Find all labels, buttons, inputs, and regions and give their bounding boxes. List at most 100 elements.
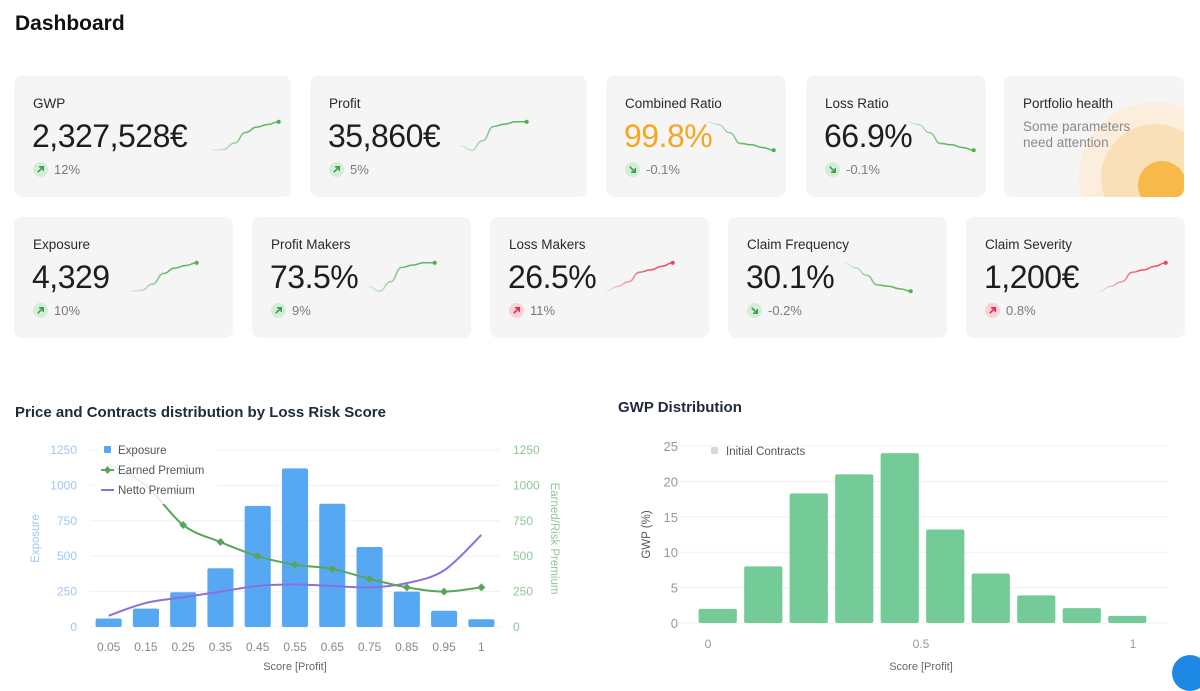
right-tick-label: 1250: [513, 443, 540, 457]
left-tick-label: 250: [57, 585, 77, 599]
kpi-change: 0.8%: [1006, 303, 1036, 318]
kpi-value: 2,327,528€: [32, 118, 188, 154]
chat-button[interactable]: [1172, 655, 1200, 691]
kpi-label: Exposure: [33, 237, 91, 252]
y-axis-title: GWP (%): [641, 510, 653, 559]
gwp-chart-title: GWP Distribution: [618, 399, 742, 416]
gwp-distribution-chart: 0 5 10 15 20 25 0 0.5 1 Initial Contracts GWP (%) S…: [641, 439, 1168, 673]
kpi-value: 35,860€: [328, 118, 441, 154]
x-tick-label: 0.05: [97, 640, 121, 654]
health-description: Some parameters need attention: [1023, 119, 1131, 150]
left-tick-label: 1250: [50, 443, 77, 457]
y-tick-label: 20: [664, 474, 678, 489]
kpi-value: 99.8%: [624, 118, 713, 154]
x-axis-title: Score [Profit]: [889, 661, 953, 673]
earned-premium-marker: [253, 552, 262, 561]
kpi-card-combined-ratio[interactable]: Combined Ratio 99.8% -0.1%: [606, 76, 786, 197]
kpi-change: -0.2%: [768, 303, 802, 318]
gwp-bar: [744, 566, 783, 623]
earned-premium-marker: [179, 521, 188, 530]
kpi-trend: 5%: [329, 162, 369, 177]
x-tick-label: 0.95: [432, 640, 456, 654]
exposure-bar: [244, 505, 271, 627]
earned-premium-marker: [291, 560, 299, 569]
earned-premium-marker: [440, 587, 449, 596]
legend-swatch: [711, 447, 718, 454]
arrow-up-right-icon: [329, 162, 344, 177]
y-tick-label: 0: [671, 616, 678, 631]
sparkline: [212, 119, 281, 151]
earned-premium-marker: [365, 574, 374, 583]
exposure-bar: [431, 610, 458, 627]
gwp-bar: [1017, 595, 1056, 623]
kpi-trend: 9%: [271, 303, 311, 318]
left-tick-label: 750: [57, 514, 77, 528]
kpi-change: -0.1%: [846, 162, 880, 177]
x-tick-label: 0: [705, 637, 712, 651]
gwp-bar: [1062, 608, 1101, 623]
x-tick-label: 0.5: [913, 637, 930, 651]
portfolio-health-card[interactable]: Portfolio health Some parameters need att…: [1004, 76, 1184, 197]
sparkline: [907, 121, 976, 153]
sparkline: [368, 260, 437, 292]
gwp-bar: [926, 529, 965, 623]
x-tick-label: 0.15: [134, 640, 158, 654]
sparkline: [130, 260, 199, 292]
price-chart-title: Price and Contracts distribution by Loss…: [15, 404, 386, 421]
x-tick-label: 1: [1130, 637, 1137, 651]
kpi-card-profit-makers[interactable]: Profit Makers 73.5% 9%: [252, 217, 471, 338]
kpi-value: 26.5%: [508, 259, 597, 295]
x-tick-label: 0.45: [246, 640, 270, 654]
kpi-trend: 0.8%: [985, 303, 1036, 318]
kpi-card-loss-makers[interactable]: Loss Makers 26.5% 11%: [490, 217, 709, 338]
right-tick-label: 1000: [513, 478, 540, 492]
netto-premium-line: [108, 534, 483, 617]
kpi-label: Profit Makers: [271, 237, 351, 252]
arrow-up-right-icon: [985, 303, 1000, 318]
kpi-card-gwp[interactable]: GWP 2,327,528€ 12%: [14, 76, 291, 197]
legend-label: Initial Contracts: [726, 446, 806, 458]
left-axis-title: Exposure: [30, 514, 42, 563]
x-tick-label: 1: [478, 640, 485, 654]
arrow-up-right-icon: [271, 303, 286, 318]
gwp-bar: [880, 453, 919, 623]
health-status-indicator: [1138, 161, 1184, 197]
kpi-value: 4,329: [32, 259, 110, 295]
y-tick-label: 15: [664, 510, 678, 525]
kpi-label: Profit: [329, 96, 361, 111]
kpi-label: Claim Frequency: [747, 237, 850, 252]
x-tick-label: 0.75: [358, 640, 382, 654]
exposure-bar: [207, 568, 234, 627]
x-tick-label: 0.35: [209, 640, 233, 654]
left-tick-label: 0: [70, 620, 77, 634]
sparkline: [844, 262, 913, 294]
kpi-trend: -0.1%: [825, 162, 880, 177]
right-tick-label: 500: [513, 549, 533, 563]
price-contracts-chart: 0 0 250 250 500 500 750 750 1000 1000 1250 1250 0.05…: [30, 440, 560, 673]
legend-earned-label: Earned Premium: [118, 465, 204, 477]
arrow-down-right-icon: [625, 162, 640, 177]
kpi-change: 9%: [292, 303, 311, 318]
kpi-label: Loss Ratio: [825, 96, 889, 111]
kpi-card-claim-frequency[interactable]: Claim Frequency 30.1% -0.2%: [728, 217, 947, 338]
right-tick-label: 250: [513, 585, 533, 599]
x-axis-title: Score [Profit]: [263, 661, 327, 673]
earned-premium-marker: [328, 564, 337, 573]
kpi-trend: -0.2%: [747, 303, 802, 318]
kpi-card-loss-ratio[interactable]: Loss Ratio 66.9% -0.1%: [806, 76, 986, 197]
page-title: Dashboard: [15, 12, 125, 35]
sparkline: [707, 121, 776, 153]
health-label: Portfolio health: [1023, 96, 1114, 111]
arrow-up-right-icon: [509, 303, 524, 318]
arrow-up-right-icon: [33, 303, 48, 318]
kpi-card-profit[interactable]: Profit 35,860€ 5%: [310, 76, 587, 197]
kpi-card-exposure[interactable]: Exposure 4,329 10%: [14, 217, 233, 338]
kpi-card-claim-severity[interactable]: Claim Severity 1,200€ 0.8%: [966, 217, 1185, 338]
kpi-value: 1,200€: [984, 259, 1079, 295]
gwp-bar: [789, 493, 828, 623]
earned-premium-marker: [402, 583, 411, 592]
kpi-trend: 12%: [33, 162, 80, 177]
sparkline: [1099, 260, 1168, 292]
gwp-bar: [971, 573, 1010, 623]
kpi-label: Combined Ratio: [625, 96, 722, 111]
